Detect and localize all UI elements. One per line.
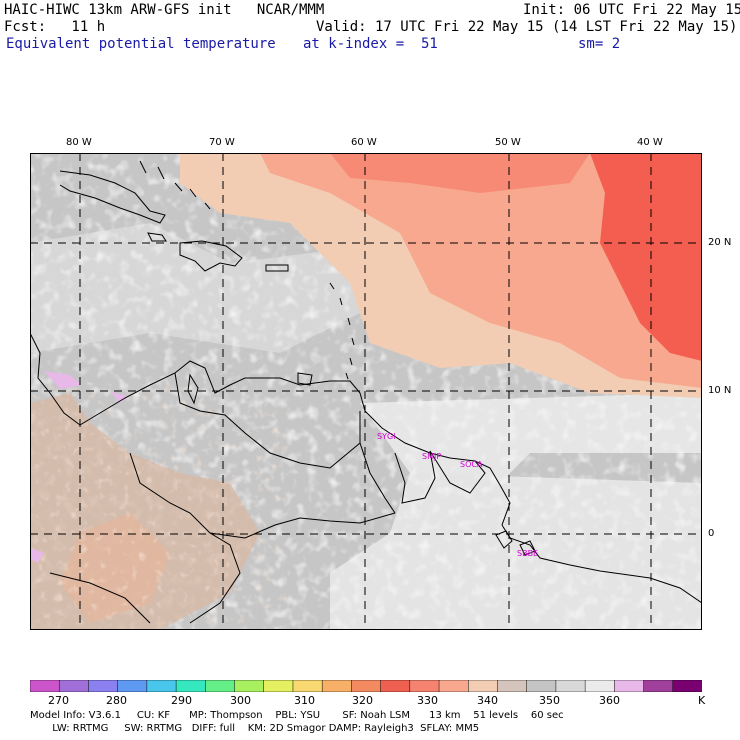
init-time: Init: 06 UTC Fri 22 May 15 — [523, 2, 740, 18]
colorbar-swatch — [205, 680, 236, 692]
border-peru — [49, 572, 151, 624]
valid-time: Valid: 17 UTC Fri 22 May 15 (14 LST Fri … — [316, 19, 738, 35]
colorbar-label-330: 330 — [417, 694, 438, 707]
colorbar-label-340: 340 — [477, 694, 498, 707]
field-345k — [260, 153, 702, 388]
field-345k — [330, 153, 590, 193]
colorbar-swatch — [497, 680, 528, 692]
colorbar-label-350: 350 — [539, 694, 560, 707]
colorbar-label-290: 290 — [171, 694, 192, 707]
lat-label-20n: 20 N — [708, 237, 732, 248]
map-frame — [30, 153, 702, 630]
colorbar-swatch — [409, 680, 440, 692]
colorbar-swatch — [438, 680, 470, 692]
coastline-lesser-antilles — [329, 282, 355, 380]
lon-label-50w: 50 W — [495, 137, 521, 148]
colorbar-swatch — [321, 680, 353, 692]
colorbar-label-320: 320 — [352, 694, 373, 707]
colorbar-swatch — [146, 680, 177, 692]
coastline-jamaica — [147, 232, 167, 242]
colorbar-label-310: 310 — [294, 694, 315, 707]
station-sygi: SYGI — [377, 432, 396, 441]
colorbar-swatch — [292, 680, 323, 692]
theta-e-map — [30, 153, 702, 630]
colorbar-swatch — [643, 680, 674, 692]
model-info-line1: Model Info: V3.6.1 CU: KF MP: Thompson P… — [30, 710, 564, 721]
colorbar-label-280: 280 — [106, 694, 127, 707]
colorbar-swatch — [88, 680, 119, 692]
colorbar-swatch — [555, 680, 586, 692]
lat-label-equator: 0 — [708, 528, 715, 539]
border-venezuela — [174, 372, 361, 469]
colorbar-swatch — [175, 680, 207, 692]
field-purple-patch — [110, 391, 128, 403]
colorbar-label-300: 300 — [230, 694, 251, 707]
colorbar-swatch — [30, 680, 60, 692]
colorbar-swatch — [351, 680, 382, 692]
field-name: Equivalent potential temperature — [6, 36, 276, 52]
colorbar-swatch — [614, 680, 645, 692]
run-title: HAIC-HIWC 13km ARW-GFS init NCAR/MMM — [4, 2, 325, 18]
colorbar-swatch — [234, 680, 265, 692]
forecast-hour: Fcst: 11 h — [4, 19, 106, 35]
field-purple-patch — [30, 548, 44, 563]
colorbar-swatch — [584, 680, 616, 692]
smoothing-label: sm= 2 — [578, 36, 621, 52]
lon-label-40w: 40 W — [637, 137, 663, 148]
level-label: at k-index = 51 — [303, 36, 438, 52]
lat-label-10n: 10 N — [708, 385, 732, 396]
field-speckle-warm — [30, 383, 290, 630]
colorbar-label-360: 360 — [599, 694, 620, 707]
coastline-s-america-north — [79, 360, 702, 604]
colorbar-swatch — [672, 680, 702, 692]
station-sbbe: SBBE — [517, 549, 539, 558]
model-info-line2: LW: RRTMG SW: RRTMG DIFF: full KM: 2D Sm… — [30, 723, 480, 734]
colorbar-swatch — [526, 680, 557, 692]
lon-label-70w: 70 W — [209, 137, 235, 148]
lon-label-60w: 60 W — [351, 137, 377, 148]
coastline-puerto-rico — [265, 264, 289, 272]
border-brazil — [209, 512, 396, 539]
coastline-central-america — [30, 332, 81, 426]
colorbar-swatch — [380, 680, 411, 692]
colorbar — [30, 680, 702, 692]
coastline-trinidad — [297, 372, 313, 386]
graticule — [30, 153, 702, 630]
coastline-maracaibo — [187, 373, 199, 405]
coastline-bahamas — [139, 160, 211, 210]
border-suriname — [394, 450, 436, 504]
lon-label-80w: 80 W — [66, 137, 92, 148]
colorbar-swatch — [263, 680, 294, 692]
border-guyana — [359, 442, 396, 514]
colorbar-unit: K — [698, 694, 706, 707]
colorbar-swatch — [468, 680, 499, 692]
colorbar-swatch — [117, 680, 148, 692]
field-purple-patch — [44, 371, 82, 389]
colorbar-swatch — [58, 680, 90, 692]
coastline-marajo — [495, 530, 536, 556]
station-smjp: SMJP — [422, 452, 442, 461]
coastlines — [30, 160, 702, 624]
station-soca: SOCA — [460, 460, 483, 469]
field-330k — [590, 153, 702, 361]
border-french-guiana — [429, 450, 486, 494]
colorbar-label-270: 270 — [48, 694, 69, 707]
coastline-cuba — [59, 170, 166, 224]
